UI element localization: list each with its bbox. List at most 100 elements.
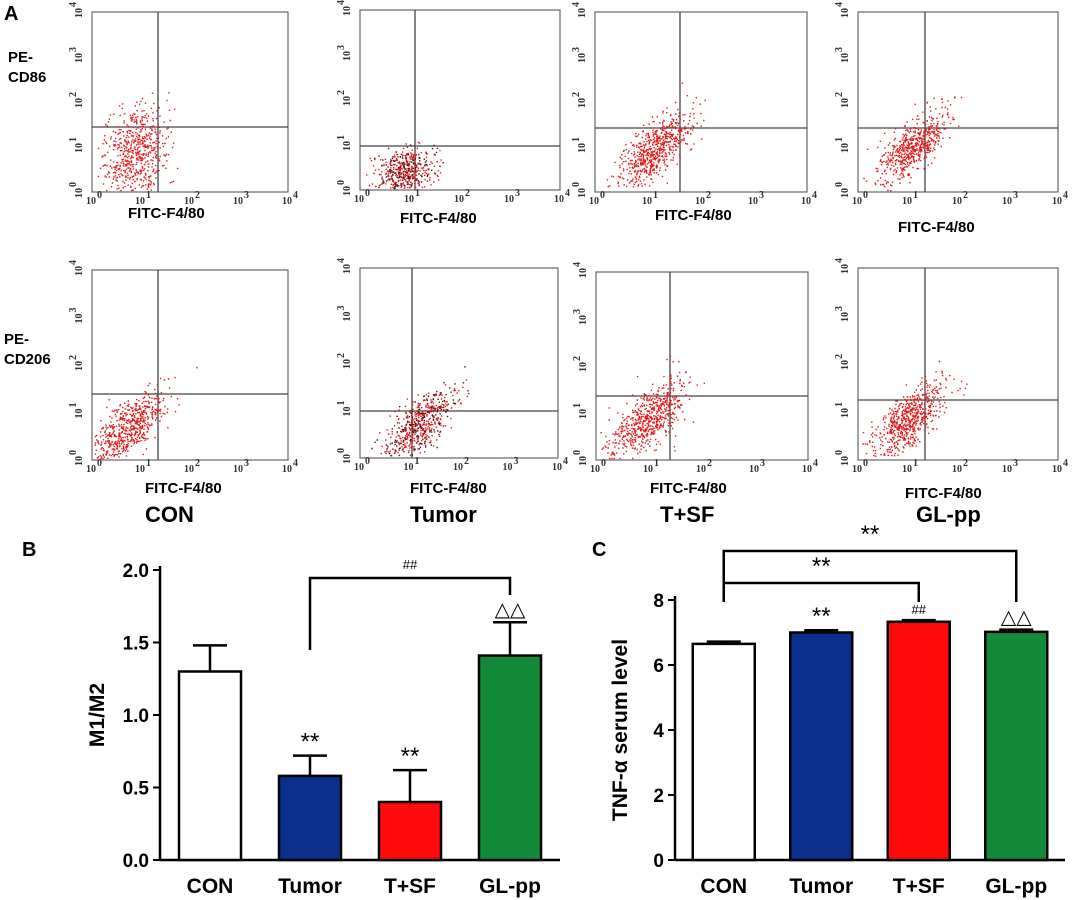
y-decade-tick: 103: [571, 47, 588, 63]
x-decade-tick-label: 10: [801, 196, 811, 207]
x-decade-tick-exponent: 0: [365, 456, 370, 467]
y-decade-tick-exponent: 4: [336, 258, 347, 263]
y-decade-tick-exponent: 0: [834, 182, 845, 187]
x-decade-tick-label: 10: [748, 196, 758, 207]
panel-label-c: C: [592, 539, 606, 561]
scatter-cloud: [863, 96, 963, 192]
y-decade-tick: 104: [834, 2, 851, 18]
panel-label-a: A: [4, 3, 18, 25]
y-axis-label: TNF-α serum level: [609, 639, 632, 821]
y-decade-tick-label: 10: [342, 454, 353, 464]
y-decade-tick: 103: [834, 47, 851, 63]
x-decade-tick-label: 10: [952, 464, 962, 475]
x-decade-tick-exponent: 2: [963, 458, 968, 469]
y-decade-tick-exponent: 1: [336, 401, 347, 406]
y-decade-tick-label: 10: [74, 53, 85, 63]
y-decade-tick-exponent: 3: [834, 306, 845, 311]
flow-plot-cd86-tsf: FITC-F4/80 10010010110110210210310310410…: [571, 2, 817, 224]
x-decade-tick-exponent: 4: [563, 456, 568, 467]
scatter-events: [379, 379, 469, 457]
x-decade-tick-exponent: 0: [600, 190, 605, 201]
y-tick-label: 0: [653, 851, 664, 872]
y-decade-tick: 101: [68, 137, 85, 153]
flow-group-label-tumor: Tumor: [410, 502, 477, 527]
y-decade-tick: 100: [68, 450, 85, 466]
x-decade-tick-exponent: 3: [760, 458, 765, 469]
y-decade-tick: 101: [834, 137, 851, 153]
y-decade-tick-label: 10: [578, 268, 589, 278]
flow-xlabel: FITC-F4/80: [655, 207, 732, 224]
x-decade-tick-exponent: 0: [863, 458, 868, 469]
x-tick-label: GL-pp: [479, 875, 541, 898]
significance-mark: **: [301, 729, 320, 756]
y-decade-tick-exponent: 2: [834, 354, 845, 359]
x-decade-tick-exponent: 1: [146, 458, 151, 469]
y-decade-tick-exponent: 3: [572, 309, 583, 314]
y-tick-label: 8: [653, 591, 664, 612]
y-decade-tick-label: 10: [342, 186, 353, 196]
flow-frame: [857, 267, 1059, 461]
scatter-events: [97, 92, 179, 192]
flow-plot-cd206-glpp: FITC-F4/80 10010010110110210210310310410…: [834, 258, 1068, 502]
y-decade-tick-exponent: 2: [336, 90, 347, 95]
x-decade-tick-label: 10: [695, 196, 705, 207]
y-decade-tick: 102: [572, 356, 589, 372]
scatter-events: [606, 82, 706, 188]
x-decade-tick-label: 10: [233, 196, 243, 207]
y-decade-tick-label: 10: [74, 143, 85, 153]
x-decade-tick-label: 10: [902, 464, 912, 475]
x-tick-label: T+SF: [384, 875, 436, 898]
y-tick-label: 1.5: [123, 634, 150, 655]
y-decade-tick-label: 10: [74, 8, 85, 18]
y-decade-tick-exponent: 4: [834, 258, 845, 263]
y-decade-tick-label: 10: [342, 51, 353, 61]
y-decade-tick: 102: [834, 354, 851, 370]
x-tick-label: T+SF: [893, 875, 945, 898]
x-decade-tick-label: 10: [1052, 464, 1062, 475]
bracket-label: **: [812, 553, 831, 580]
flow-xlabel: FITC-F4/80: [400, 210, 477, 227]
x-decade-tick-exponent: 4: [813, 458, 818, 469]
y-decade-tick-exponent: 2: [336, 353, 347, 358]
y-decade-tick-exponent: 2: [834, 92, 845, 97]
scatter-events-dark: [374, 144, 444, 190]
flow-plot-cd206-tsf: FITC-F4/80 10010010110110210210310310410…: [572, 262, 818, 497]
scatter-cloud: [97, 92, 179, 192]
x-decade-tick-label: 10: [696, 464, 706, 475]
y-decade-tick-label: 10: [74, 98, 85, 108]
scatter-cloud: [371, 366, 470, 457]
y-decade-tick: 102: [68, 92, 85, 108]
y-decade-tick-label: 10: [840, 143, 851, 153]
x-decade-tick-exponent: 2: [464, 456, 469, 467]
y-decade-tick-label: 10: [577, 8, 588, 18]
scatter-cloud: [366, 141, 444, 190]
bar-tsf: [377, 800, 443, 862]
y-decade-tick-exponent: 3: [571, 47, 582, 52]
bar-con: [177, 670, 243, 862]
x-decade-tick-exponent: 0: [97, 458, 102, 469]
y-decade-tick: 100: [834, 450, 851, 466]
flow-plot-cd86-con: FITC-F4/80 10010010110110210210310310410…: [68, 2, 298, 222]
y-decade-tick: 101: [571, 137, 588, 153]
y-decade-tick: 104: [68, 260, 85, 276]
x-decade-tick-exponent: 4: [1063, 458, 1068, 469]
bar-tumor: [789, 631, 854, 862]
y-decade-tick: 100: [834, 182, 851, 198]
x-decade-tick-exponent: 2: [706, 190, 711, 201]
flow-xlabel: FITC-F4/80: [905, 485, 982, 502]
y-decade-tick-label: 10: [578, 456, 589, 466]
x-decade-tick-exponent: 2: [465, 188, 470, 199]
y-decade-tick-exponent: 1: [571, 137, 582, 142]
x-decade-tick-exponent: 1: [146, 190, 151, 201]
flow-xlabel: FITC-F4/80: [898, 219, 975, 236]
x-decade-tick-label: 10: [503, 462, 513, 473]
bracket-label: ##: [403, 557, 418, 572]
x-decade-tick-label: 10: [643, 464, 653, 475]
y-decade-tick-exponent: 0: [336, 180, 347, 185]
y-decade-tick-exponent: 4: [571, 2, 582, 7]
significance-mark: **: [401, 743, 420, 770]
row-label-cd86: CD86: [8, 69, 46, 86]
scatter-events: [862, 360, 968, 457]
y-decade-tick-exponent: 1: [834, 402, 845, 407]
x-decade-tick-exponent: 0: [97, 190, 102, 201]
